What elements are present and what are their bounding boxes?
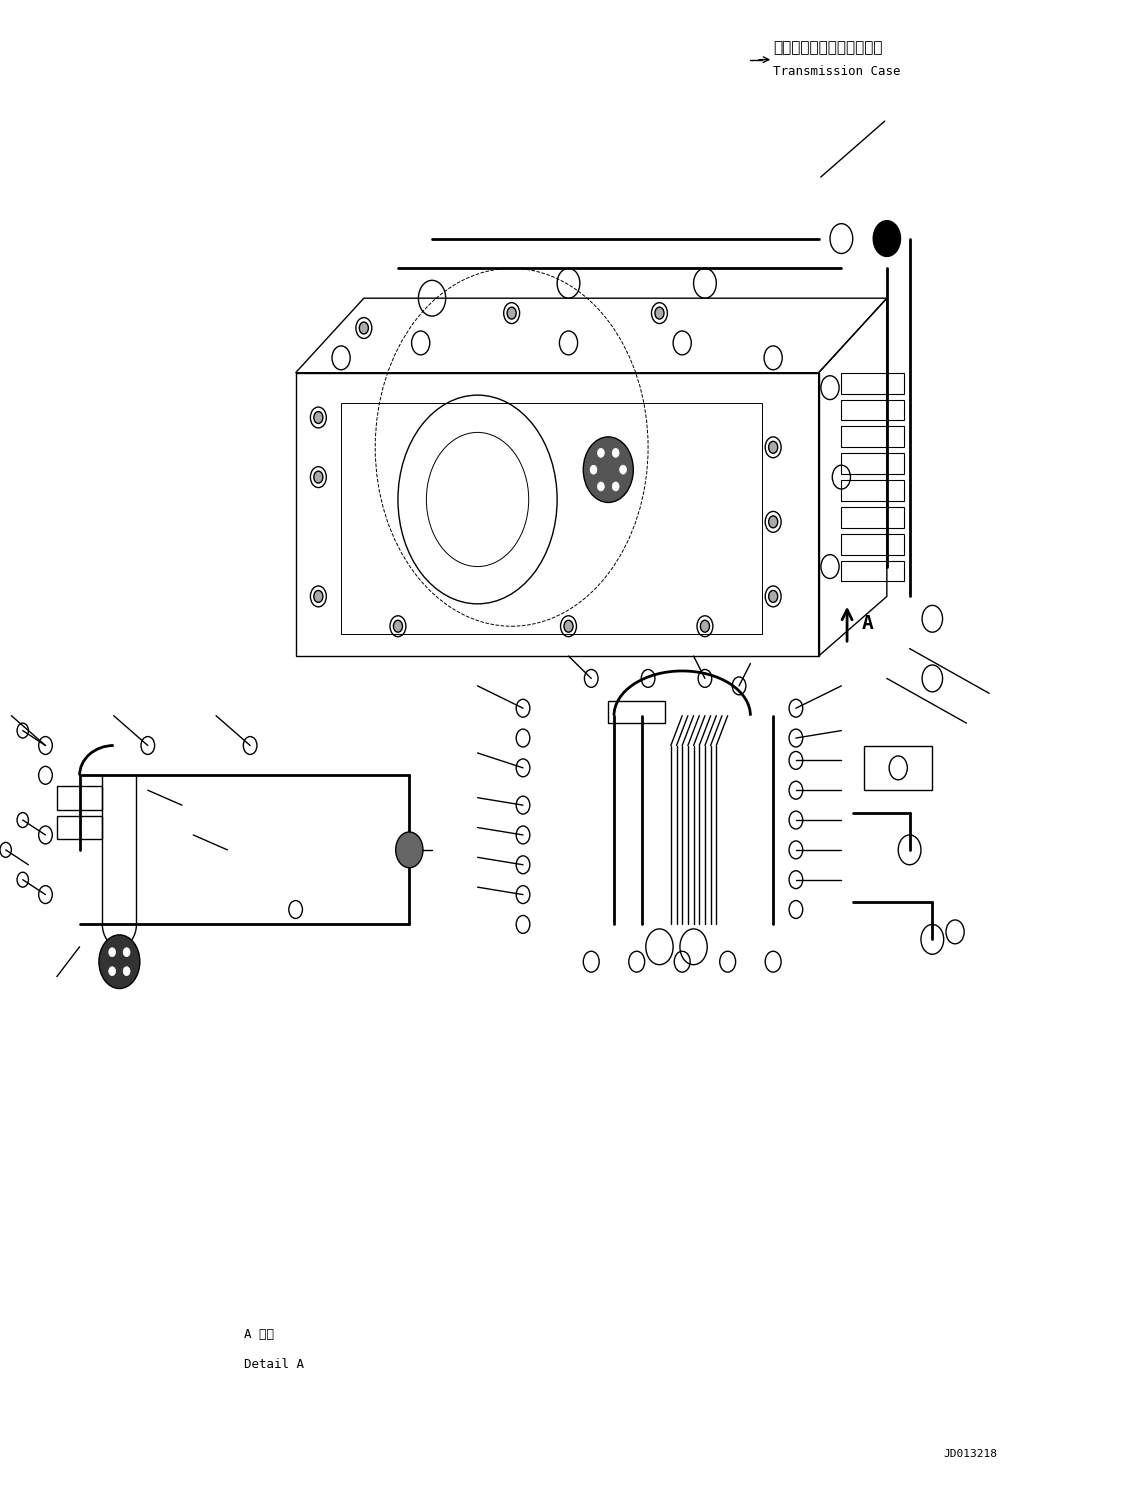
Circle shape bbox=[700, 620, 709, 632]
Circle shape bbox=[109, 948, 116, 957]
Circle shape bbox=[583, 437, 633, 502]
Bar bbox=[608, 701, 665, 723]
Circle shape bbox=[507, 307, 516, 319]
Circle shape bbox=[314, 590, 323, 602]
Bar bbox=[841, 534, 904, 555]
Circle shape bbox=[396, 832, 423, 868]
Circle shape bbox=[873, 221, 901, 256]
Circle shape bbox=[99, 935, 140, 989]
Bar bbox=[841, 480, 904, 501]
Bar bbox=[841, 561, 904, 581]
Bar bbox=[57, 816, 102, 839]
Circle shape bbox=[564, 620, 573, 632]
Circle shape bbox=[598, 449, 605, 458]
Circle shape bbox=[598, 482, 604, 491]
Bar bbox=[57, 786, 102, 810]
Circle shape bbox=[123, 948, 130, 957]
Text: Transmission Case: Transmission Case bbox=[773, 66, 901, 78]
Circle shape bbox=[612, 482, 619, 491]
Bar bbox=[841, 453, 904, 474]
Circle shape bbox=[314, 471, 323, 483]
Text: JD013218: JD013218 bbox=[944, 1449, 997, 1458]
Circle shape bbox=[393, 620, 402, 632]
Circle shape bbox=[769, 516, 778, 528]
Text: A: A bbox=[862, 614, 873, 632]
Circle shape bbox=[620, 465, 626, 474]
Text: A 詳細: A 詳細 bbox=[244, 1328, 274, 1340]
Bar bbox=[841, 400, 904, 420]
Circle shape bbox=[590, 465, 597, 474]
Circle shape bbox=[655, 307, 664, 319]
Circle shape bbox=[314, 412, 323, 423]
Circle shape bbox=[769, 441, 778, 453]
Text: Detail A: Detail A bbox=[244, 1358, 305, 1370]
Circle shape bbox=[359, 322, 368, 334]
Text: トランスミッションケース: トランスミッションケース bbox=[773, 40, 882, 55]
Circle shape bbox=[769, 590, 778, 602]
Bar bbox=[841, 373, 904, 394]
Circle shape bbox=[123, 966, 130, 975]
Circle shape bbox=[612, 449, 619, 458]
Bar bbox=[841, 426, 904, 447]
Bar bbox=[841, 507, 904, 528]
Circle shape bbox=[109, 966, 116, 975]
